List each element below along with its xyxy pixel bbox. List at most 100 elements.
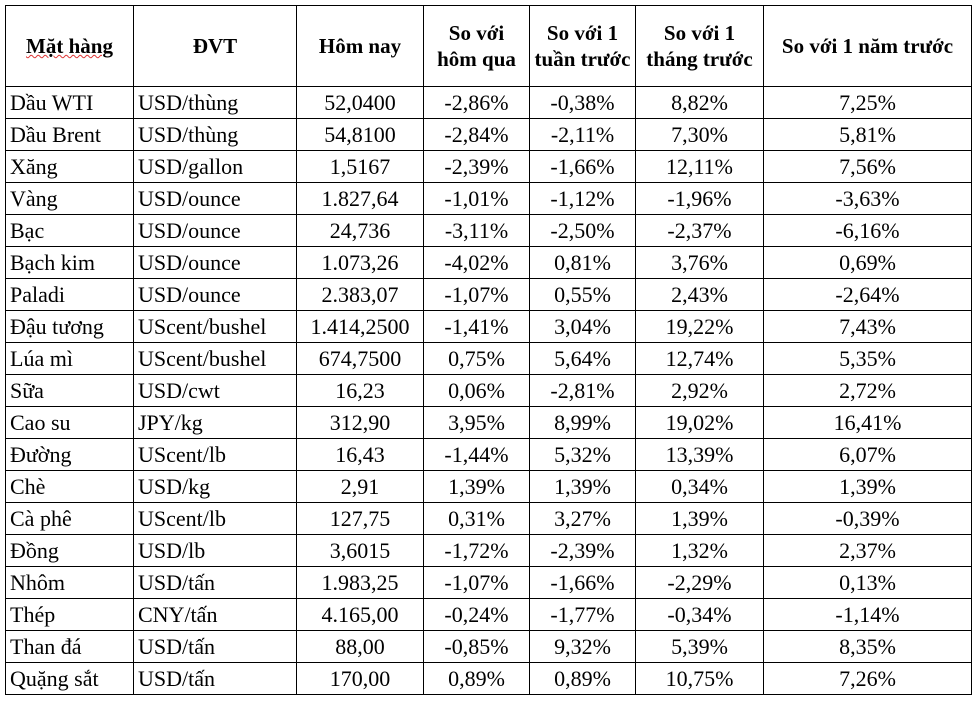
cell-vs-last-year: -2,64% bbox=[763, 278, 972, 311]
cell-unit: USD/ounce bbox=[133, 214, 297, 247]
cell-vs-yesterday: 0,89% bbox=[423, 662, 530, 695]
cell-unit: USD/tấn bbox=[133, 662, 297, 695]
cell-vs-last-month: 0,34% bbox=[635, 470, 764, 503]
cell-vs-last-month: 19,22% bbox=[635, 310, 764, 343]
table-body: Dầu WTI USD/thùng 52,0400 -2,86% -0,38% 8,82%… bbox=[5, 86, 972, 695]
cell-vs-last-month: 7,30% bbox=[635, 118, 764, 151]
cell-unit: USD/lb bbox=[133, 534, 297, 567]
cell-vs-yesterday: 1,39% bbox=[423, 470, 530, 503]
cell-unit: JPY/kg bbox=[133, 406, 297, 439]
cell-commodity: Bạc bbox=[5, 214, 134, 247]
cell-vs-yesterday: -1,72% bbox=[423, 534, 530, 567]
cell-today: 88,00 bbox=[296, 630, 424, 663]
cell-today: 1.983,25 bbox=[296, 566, 424, 599]
cell-vs-last-year: 2,37% bbox=[763, 534, 972, 567]
cell-vs-last-year: -6,16% bbox=[763, 214, 972, 247]
cell-vs-last-year: 0,69% bbox=[763, 246, 972, 279]
cell-vs-yesterday: -0,24% bbox=[423, 598, 530, 631]
cell-commodity: Cà phê bbox=[5, 502, 134, 535]
cell-vs-yesterday: 0,31% bbox=[423, 502, 530, 535]
cell-vs-last-week: -1,66% bbox=[529, 150, 636, 183]
cell-vs-last-month: 5,39% bbox=[635, 630, 764, 663]
cell-unit: UScent/lb bbox=[133, 502, 297, 535]
cell-vs-last-week: -1,12% bbox=[529, 182, 636, 215]
cell-commodity: Xăng bbox=[5, 150, 134, 183]
table-row: Cao su JPY/kg 312,90 3,95% 8,99% 19,02% 16,41% bbox=[5, 406, 972, 439]
cell-vs-last-week: 8,99% bbox=[529, 406, 636, 439]
table-row: Vàng USD/ounce 1.827,64 -1,01% -1,12% -1,96% -… bbox=[5, 182, 972, 215]
cell-unit: USD/ounce bbox=[133, 182, 297, 215]
cell-unit: USD/ounce bbox=[133, 246, 297, 279]
cell-today: 52,0400 bbox=[296, 86, 424, 119]
cell-vs-last-month: -2,29% bbox=[635, 566, 764, 599]
cell-vs-last-year: -3,63% bbox=[763, 182, 972, 215]
cell-commodity: Đường bbox=[5, 438, 134, 471]
cell-vs-yesterday: -1,07% bbox=[423, 278, 530, 311]
cell-vs-last-week: 3,27% bbox=[529, 502, 636, 535]
cell-vs-yesterday: -2,86% bbox=[423, 86, 530, 119]
table-row: Dầu Brent USD/thùng 54,8100 -2,84% -2,11% 7,3… bbox=[5, 118, 972, 151]
table-row: Quặng sắt USD/tấn 170,00 0,89% 0,89% 10,75% 7,… bbox=[5, 662, 972, 695]
cell-vs-yesterday: -3,11% bbox=[423, 214, 530, 247]
cell-commodity: Nhôm bbox=[5, 566, 134, 599]
cell-vs-last-week: -1,77% bbox=[529, 598, 636, 631]
cell-commodity: Thép bbox=[5, 598, 134, 631]
cell-today: 1,5167 bbox=[296, 150, 424, 183]
cell-vs-last-year: 5,35% bbox=[763, 342, 972, 375]
cell-unit: UScent/bushel bbox=[133, 342, 297, 375]
table-row: Bạc USD/ounce 24,736 -3,11% -2,50% -2,37% -6,1… bbox=[5, 214, 972, 247]
cell-today: 674,7500 bbox=[296, 342, 424, 375]
cell-vs-yesterday: -1,01% bbox=[423, 182, 530, 215]
cell-commodity: Chè bbox=[5, 470, 134, 503]
cell-vs-last-month: 10,75% bbox=[635, 662, 764, 695]
cell-today: 1.073,26 bbox=[296, 246, 424, 279]
cell-vs-yesterday: -4,02% bbox=[423, 246, 530, 279]
table-row: Xăng USD/gallon 1,5167 -2,39% -1,66% 12,11% 7,… bbox=[5, 150, 972, 183]
cell-vs-last-year: 0,13% bbox=[763, 566, 972, 599]
cell-vs-last-year: 16,41% bbox=[763, 406, 972, 439]
cell-vs-last-week: 5,64% bbox=[529, 342, 636, 375]
cell-vs-yesterday: 0,75% bbox=[423, 342, 530, 375]
cell-commodity: Dầu WTI bbox=[5, 86, 134, 119]
cell-commodity: Đậu tương bbox=[5, 310, 134, 343]
cell-today: 312,90 bbox=[296, 406, 424, 439]
header-row: Mặt hàng ĐVT Hôm nay So với hôm qua So v… bbox=[5, 5, 972, 87]
cell-vs-yesterday: -2,84% bbox=[423, 118, 530, 151]
cell-vs-last-week: -2,39% bbox=[529, 534, 636, 567]
cell-commodity: Paladi bbox=[5, 278, 134, 311]
cell-vs-last-month: 1,39% bbox=[635, 502, 764, 535]
cell-vs-last-month: -0,34% bbox=[635, 598, 764, 631]
cell-today: 127,75 bbox=[296, 502, 424, 535]
header-unit: ĐVT bbox=[133, 5, 297, 87]
cell-vs-last-month: -1,96% bbox=[635, 182, 764, 215]
cell-vs-last-year: 1,39% bbox=[763, 470, 972, 503]
cell-vs-last-year: 8,35% bbox=[763, 630, 972, 663]
header-today: Hôm nay bbox=[296, 5, 424, 87]
cell-vs-last-week: -0,38% bbox=[529, 86, 636, 119]
cell-vs-last-month: 3,76% bbox=[635, 246, 764, 279]
cell-vs-last-month: 2,43% bbox=[635, 278, 764, 311]
table-row: Dầu WTI USD/thùng 52,0400 -2,86% -0,38% 8,82%… bbox=[5, 86, 972, 119]
cell-unit: UScent/lb bbox=[133, 438, 297, 471]
cell-unit: UScent/bushel bbox=[133, 310, 297, 343]
cell-vs-last-year: -1,14% bbox=[763, 598, 972, 631]
cell-vs-yesterday: 0,06% bbox=[423, 374, 530, 407]
cell-vs-yesterday: -1,41% bbox=[423, 310, 530, 343]
cell-vs-last-week: 0,55% bbox=[529, 278, 636, 311]
header-commodity: Mặt hàng bbox=[5, 5, 134, 87]
cell-vs-last-year: 6,07% bbox=[763, 438, 972, 471]
header-vs-last-year: So với 1 năm trước bbox=[763, 5, 972, 87]
header-vs-yesterday: So với hôm qua bbox=[423, 5, 530, 87]
cell-unit: USD/kg bbox=[133, 470, 297, 503]
cell-vs-last-year: 7,26% bbox=[763, 662, 972, 695]
cell-vs-yesterday: -1,44% bbox=[423, 438, 530, 471]
cell-vs-last-week: -2,50% bbox=[529, 214, 636, 247]
cell-vs-last-week: 0,81% bbox=[529, 246, 636, 279]
cell-vs-last-week: 9,32% bbox=[529, 630, 636, 663]
cell-unit: USD/tấn bbox=[133, 566, 297, 599]
table-row: Thép CNY/tấn 4.165,00 -0,24% -1,77% -0,34% -1,… bbox=[5, 598, 972, 631]
cell-today: 2,91 bbox=[296, 470, 424, 503]
cell-unit: USD/tấn bbox=[133, 630, 297, 663]
table-row: Đường UScent/lb 16,43 -1,44% 5,32% 13,39% 6,07… bbox=[5, 438, 972, 471]
cell-today: 54,8100 bbox=[296, 118, 424, 151]
